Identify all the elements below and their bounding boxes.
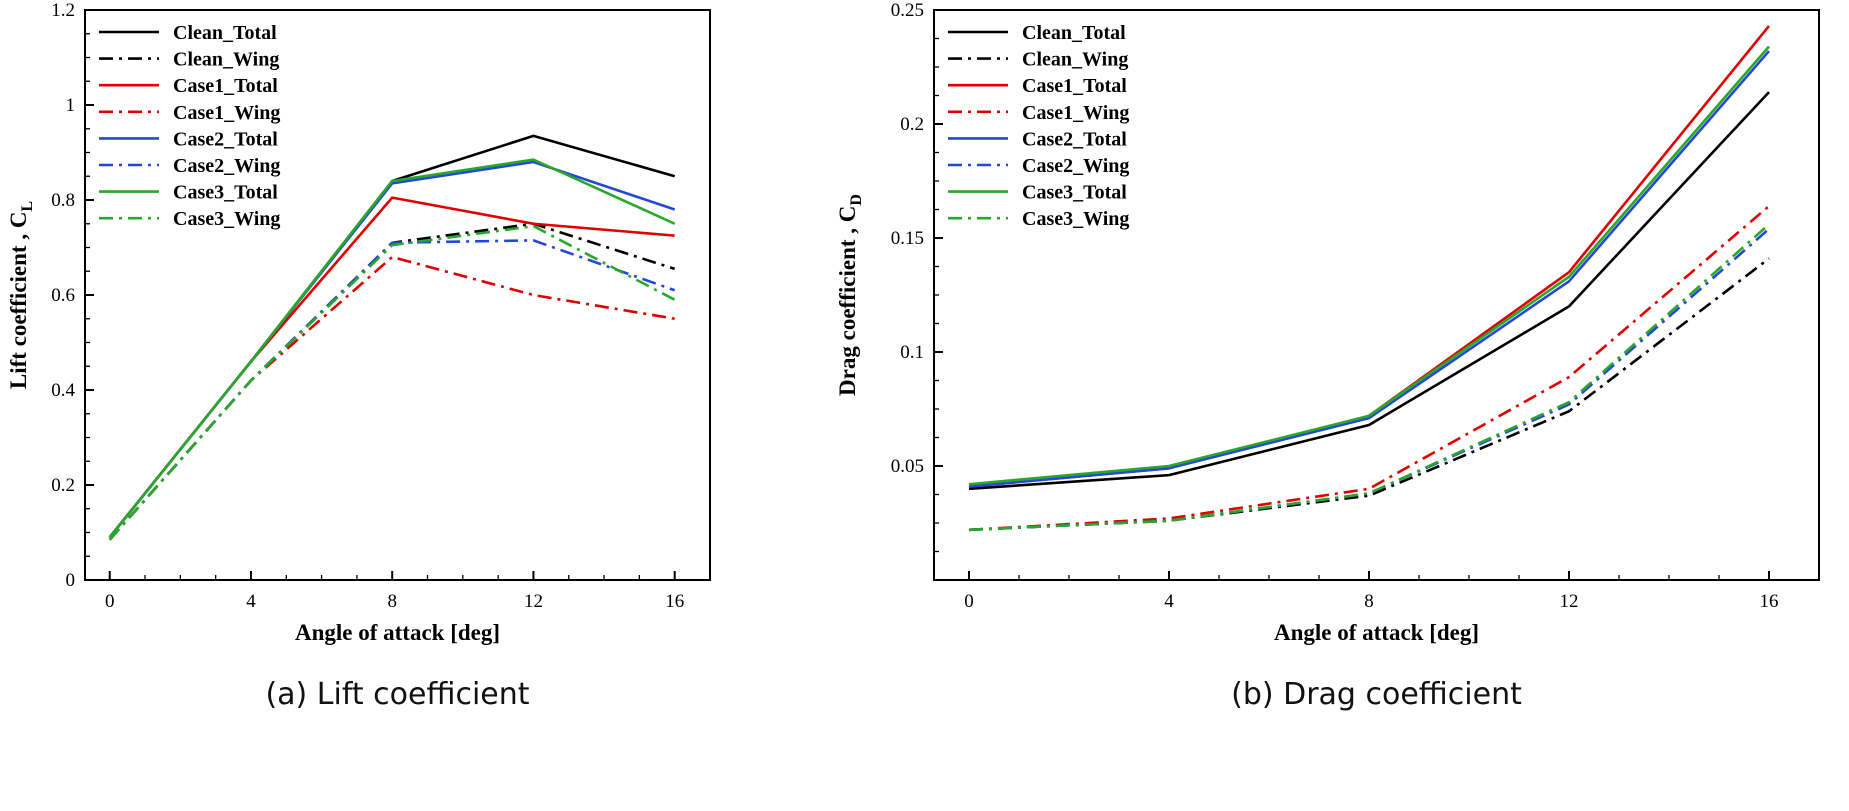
legend-label-Case2_Total: Case2_Total <box>173 128 278 150</box>
y-tick-label: 0.1 <box>900 342 924 363</box>
x-axis-label: Angle of attack [deg] <box>1274 620 1479 645</box>
x-axis-label: Angle of attack [deg] <box>295 620 500 645</box>
series-line-Clean_Wing <box>968 257 1770 532</box>
axes: 0 4 8 12 16 0 0.2 0.4 0.6 0.8 1 1.2 <box>51 0 711 612</box>
y-tick-label: 0.2 <box>900 114 924 135</box>
series-line-Clean_Wing <box>108 222 676 541</box>
y-tick-label: 0.6 <box>51 285 75 306</box>
series-line-Case1_Total <box>108 196 675 539</box>
y-tick-label: 0.05 <box>891 456 924 477</box>
drag-coefficient-chart: 0 4 8 12 16 0.05 0.1 0.15 0.2 0.25 Angle of attack… <box>835 0 1820 645</box>
drag-coefficient-figure: 0 4 8 12 16 0.05 0.1 0.15 0.2 0.25 Angle of attack… <box>829 0 1849 712</box>
legend-label-Case1_Wing: Case1_Wing <box>173 102 280 124</box>
series-line-Case1_Wing <box>108 255 675 541</box>
y-tick-label: 0.25 <box>891 0 924 21</box>
series-line-Case2_Total <box>968 50 1770 488</box>
figure-panel: 0 4 8 12 16 0 0.2 0.4 0.6 0.8 1 1.2 Angle of attack … <box>0 0 1849 712</box>
legend-label-Case2_Wing: Case2_Wing <box>173 155 280 177</box>
x-tick-label: 4 <box>1164 591 1174 612</box>
legend-label-Case3_Total: Case3_Total <box>173 182 278 204</box>
series-line-Case2_Wing <box>968 227 1770 532</box>
y-tick-label: 1.2 <box>51 0 75 21</box>
x-tick-label: 12 <box>524 591 543 612</box>
lift-coefficient-figure: 0 4 8 12 16 0 0.2 0.4 0.6 0.8 1 1.2 Angle of attack … <box>0 0 745 712</box>
series-line-Clean_Total <box>968 91 1770 491</box>
series-line-Case3_Wing <box>108 224 676 541</box>
x-tick-label: 4 <box>246 591 256 612</box>
legend-label-Clean_Wing: Clean_Wing <box>1022 49 1128 71</box>
legend-label-Clean_Total: Clean_Total <box>1022 22 1126 44</box>
legend-label-Clean_Wing: Clean_Wing <box>173 49 279 71</box>
legend-label-Case2_Total: Case2_Total <box>1022 128 1127 150</box>
lift-chart-caption: (a) Lift coefficient <box>265 677 530 712</box>
x-tick-label: 16 <box>1760 591 1779 612</box>
legend: Clean_Total Clean_Wing Case1_Total Case1_Wi… <box>948 22 1129 230</box>
legend-label-Case1_Total: Case1_Total <box>1022 75 1127 97</box>
y-tick-label: 0.4 <box>51 380 75 401</box>
y-tick-label: 0.2 <box>51 475 75 496</box>
legend-label-Case1_Wing: Case1_Wing <box>1022 102 1129 124</box>
y-tick-label: 0 <box>66 570 76 591</box>
y-axis-label: Lift coefficient , CL <box>6 201 36 389</box>
y-axis-label: Drag coefficient , CD <box>835 194 865 396</box>
drag-chart-caption: (b) Drag coefficient <box>1231 677 1522 712</box>
y-tick-label: 0.15 <box>891 228 924 249</box>
legend-label-Case3_Wing: Case3_Wing <box>1022 208 1129 230</box>
x-tick-label: 0 <box>105 591 115 612</box>
x-tick-label: 12 <box>1560 591 1579 612</box>
legend-label-Clean_Total: Clean_Total <box>173 22 277 44</box>
series-line-Case3_Total <box>108 158 676 539</box>
series-line-Case3_Total <box>968 45 1770 486</box>
legend-label-Case3_Total: Case3_Total <box>1022 182 1127 204</box>
lift-coefficient-chart: 0 4 8 12 16 0 0.2 0.4 0.6 0.8 1 1.2 Angle of attack … <box>6 0 711 645</box>
legend-label-Case2_Wing: Case2_Wing <box>1022 155 1129 177</box>
x-tick-label: 8 <box>1364 591 1374 612</box>
x-tick-label: 0 <box>964 591 974 612</box>
x-tick-label: 8 <box>387 591 397 612</box>
y-tick-label: 1 <box>66 95 76 116</box>
legend-label-Case3_Wing: Case3_Wing <box>173 208 280 230</box>
axes: 0 4 8 12 16 0.05 0.1 0.15 0.2 0.25 <box>891 0 1820 612</box>
legend: Clean_Total Clean_Wing Case1_Total Case1_Wi… <box>99 22 280 230</box>
series-line-Case3_Wing <box>968 223 1770 532</box>
series-line-Case2_Wing <box>108 239 676 541</box>
x-tick-label: 16 <box>665 591 684 612</box>
y-tick-label: 0.8 <box>51 190 75 211</box>
legend-label-Case1_Total: Case1_Total <box>173 75 278 97</box>
